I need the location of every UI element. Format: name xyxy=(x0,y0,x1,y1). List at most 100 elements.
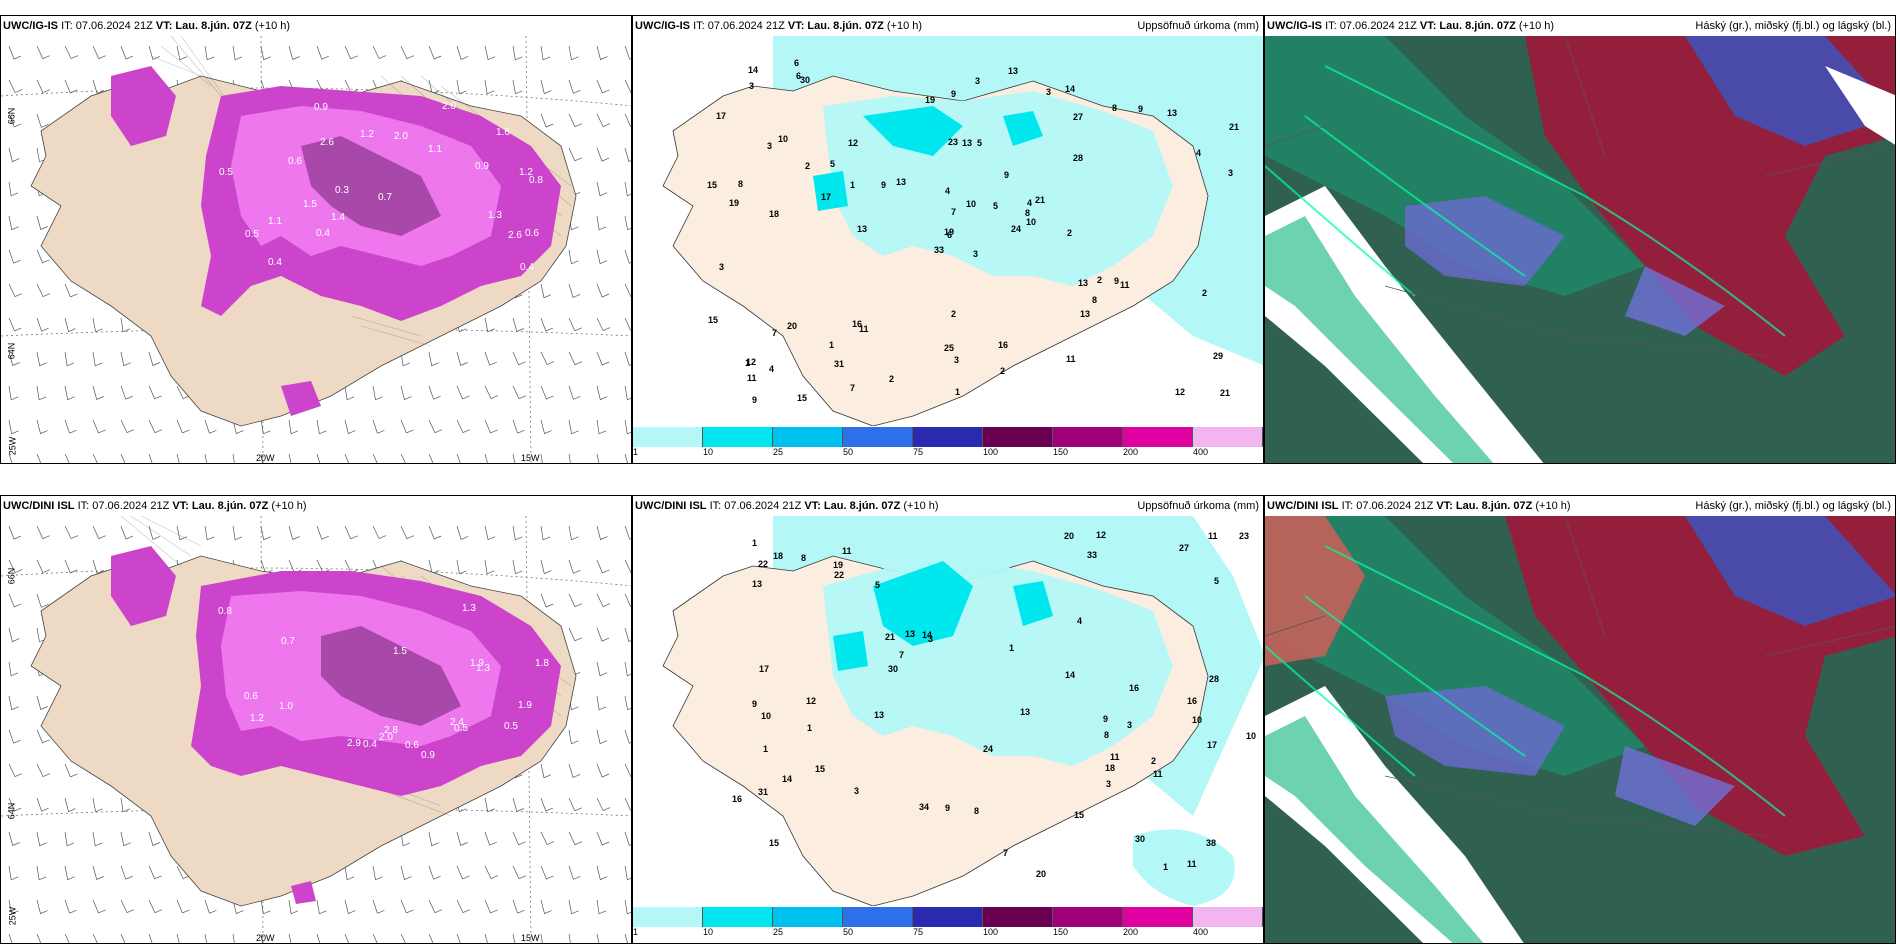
map-value-label: 1.3 xyxy=(488,210,502,221)
wind-barb xyxy=(120,865,133,880)
panel-header: UWC/IG-IS IT: 07.06.2024 21Z VT: Lau. 8.… xyxy=(3,20,291,32)
map-value-label: 4 xyxy=(945,186,950,196)
map-value-label: 10 xyxy=(1246,731,1256,741)
precip-map: 8101511330313321201392238342824131415232… xyxy=(633,516,1263,906)
map-value-label: 1.2 xyxy=(250,713,264,724)
wind-barb xyxy=(596,865,608,881)
map-value-label: 8 xyxy=(1104,730,1109,740)
map-value-label: 6 xyxy=(796,71,801,81)
map-value-label: 15 xyxy=(769,838,779,848)
wind-barb xyxy=(624,729,631,744)
wind-barb xyxy=(92,453,98,463)
lon-label-20w: 20W xyxy=(256,453,275,463)
map-value-label: 2 xyxy=(889,374,894,384)
wind-barb xyxy=(624,419,631,435)
wind-barb xyxy=(512,933,516,943)
map-value-label: 7 xyxy=(899,650,904,660)
map-value-label: 29 xyxy=(1213,351,1223,361)
map-value-label: 7 xyxy=(850,383,855,393)
wind-barb xyxy=(36,865,47,881)
wind-barb xyxy=(316,933,321,943)
map-value-label: 17 xyxy=(821,192,831,202)
map-value-label: 0.8 xyxy=(218,606,232,617)
wind-barb xyxy=(624,317,631,332)
map-value-label: 11 xyxy=(842,546,852,556)
map-value-label: 23 xyxy=(1239,531,1249,541)
map-value-label: 1.5 xyxy=(303,199,317,210)
map-value-label: 11 xyxy=(859,324,869,334)
map-value-label: 13 xyxy=(1167,108,1177,118)
wind-barb xyxy=(372,933,378,943)
wind-barb xyxy=(456,385,470,400)
wind-barb xyxy=(484,933,488,943)
wind-barb xyxy=(8,283,23,298)
colorbar-swatch xyxy=(843,427,913,447)
map-value-label: 3 xyxy=(1228,168,1233,178)
wind-barb xyxy=(568,899,579,915)
map-value-label: 10 xyxy=(1192,715,1202,725)
map-value-label: 1 xyxy=(763,744,768,754)
map-value-label: 18 xyxy=(1105,763,1115,773)
map-value-label: 3 xyxy=(1046,87,1051,97)
map-value-label: 1 xyxy=(955,387,960,397)
lat-label-25w: 25W xyxy=(7,906,18,926)
map-value-label: 5 xyxy=(875,580,880,590)
map-value-label: 15 xyxy=(708,315,718,325)
wind-barb xyxy=(36,831,47,847)
wind-barb xyxy=(484,79,495,95)
map-value-label: 3 xyxy=(749,81,754,91)
map-value-label: 33 xyxy=(1087,550,1097,560)
wind-barb xyxy=(540,113,554,128)
wind-barb xyxy=(36,351,47,367)
map-value-label: 3 xyxy=(1127,720,1132,730)
colorbar-swatch xyxy=(983,427,1053,447)
map-value-label: 1 xyxy=(1163,862,1168,872)
wind-barb xyxy=(568,525,579,541)
wind-precip-map: 2.9 2.8 1.5 0.8 1.8 1.2 2.0 0.6 1.9 0.7 1.0 0.5 0.4 0… xyxy=(1,516,631,943)
panel-header: UWC/DINI ISL IT: 07.06.2024 21Z VT: Lau.… xyxy=(635,500,939,512)
wind-barb xyxy=(148,453,153,463)
wind-barb xyxy=(36,797,49,812)
map-value-label: 2.6 xyxy=(320,137,334,148)
map-value-label: 15 xyxy=(797,393,807,403)
wind-barb xyxy=(540,351,555,366)
map-value-label: 28 xyxy=(1209,674,1219,684)
wind-barb xyxy=(540,593,554,608)
colorbar-tick-label: 50 xyxy=(843,927,854,937)
map-value-label: 20 xyxy=(787,321,797,331)
map-value-label: 13 xyxy=(905,629,915,639)
wind-barb xyxy=(8,45,22,60)
wind-barb xyxy=(64,45,79,60)
map-value-label: 11 xyxy=(1110,752,1120,762)
map-value-label: 12 xyxy=(1175,387,1185,397)
panel-title-right: Háský (gr.), miðský (fj.bl.) og lágský (… xyxy=(1695,500,1891,512)
wind-barb xyxy=(92,525,106,540)
wind-barb xyxy=(232,899,244,915)
wind-barb xyxy=(624,147,631,162)
wind-barb xyxy=(344,45,358,60)
map-value-label: 31 xyxy=(834,359,844,369)
wind-barb xyxy=(260,453,263,463)
wind-barb xyxy=(36,385,47,401)
colorbar-tick-label: 75 xyxy=(913,447,924,457)
colorbar-tick-label: 75 xyxy=(913,927,924,937)
wind-barb xyxy=(260,419,271,435)
wind-barb xyxy=(456,899,471,914)
wind-barb xyxy=(8,147,20,163)
lat-label-25w: 25W xyxy=(7,436,18,456)
wind-barb xyxy=(8,695,19,711)
wind-barb xyxy=(176,899,190,914)
wind-barb xyxy=(624,797,631,812)
wind-barb xyxy=(540,933,543,943)
wind-barb xyxy=(484,831,497,846)
wind-barb xyxy=(568,419,579,435)
map-value-label: 2 xyxy=(951,309,956,319)
map-value-label: 33 xyxy=(934,245,944,255)
wind-barb xyxy=(148,385,162,400)
wind-barb xyxy=(400,865,412,881)
wind-barb xyxy=(8,627,20,643)
wind-barb xyxy=(540,865,554,880)
wind-barb xyxy=(232,45,243,61)
wind-barb xyxy=(400,351,411,367)
map-value-label: 12 xyxy=(848,138,858,148)
